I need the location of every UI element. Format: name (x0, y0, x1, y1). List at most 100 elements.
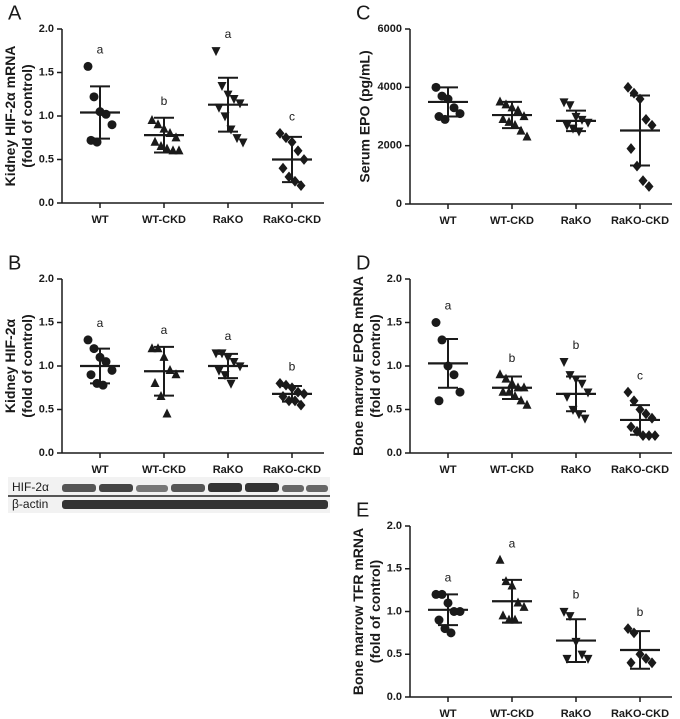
y-axis-label: Bone marrow TFR mRNA (350, 528, 366, 695)
blot-label: HIF-2α (12, 480, 49, 494)
x-tick-label: WT (91, 464, 108, 476)
y-tick-label: 1.0 (387, 605, 402, 617)
data-point (226, 379, 236, 389)
x-tick-label: WT-CKD (490, 708, 534, 719)
panel-label: B (8, 252, 21, 274)
significance-letter: a (225, 27, 232, 41)
y-tick-label: 1.5 (387, 563, 402, 575)
data-point (629, 395, 639, 407)
blot-band (62, 500, 328, 509)
significance-letter: a (97, 43, 104, 57)
data-point (214, 103, 224, 113)
y-tick-label: 1.0 (387, 360, 402, 372)
y-tick-label: 0.0 (387, 691, 402, 703)
y-tick-label: 0.0 (39, 447, 54, 459)
data-point (632, 425, 642, 437)
data-point (153, 119, 163, 129)
data-point (577, 650, 587, 660)
data-point (174, 145, 184, 155)
data-point (498, 386, 508, 396)
data-point (229, 358, 239, 368)
data-point (455, 607, 465, 616)
y-axis-label: (fold of control) (19, 314, 35, 417)
data-point (623, 81, 633, 93)
data-point (171, 132, 181, 142)
data-point (559, 607, 569, 617)
data-point (101, 109, 111, 119)
data-point (101, 357, 111, 367)
data-point (162, 408, 172, 418)
data-point (211, 349, 221, 359)
data-point (577, 379, 587, 389)
data-point (513, 105, 523, 115)
data-point (562, 121, 572, 131)
x-tick-label: WT (439, 215, 456, 227)
x-tick-label: RaKO-CKD (611, 708, 669, 719)
y-tick-label: 1.0 (39, 110, 54, 122)
x-tick-label: RaKO (561, 215, 592, 227)
data-point (229, 95, 239, 104)
data-point (238, 138, 248, 148)
y-tick-label: 2000 (378, 140, 402, 152)
data-point (647, 119, 657, 131)
y-axis-label: (fold of control) (367, 314, 383, 417)
y-axis-label: (fold of control) (19, 64, 35, 167)
y-tick-label: 2.0 (387, 273, 402, 285)
data-point (574, 410, 584, 420)
blot-band (136, 485, 168, 492)
data-point (565, 612, 575, 622)
data-point (501, 99, 511, 109)
x-tick-label: RaKO-CKD (263, 214, 321, 226)
significance-letter: c (637, 368, 643, 382)
data-point (522, 131, 532, 141)
significance-letter: a (161, 323, 168, 337)
blot-band (99, 484, 133, 492)
x-tick-label: WT (91, 214, 108, 226)
data-point (449, 370, 459, 380)
blot-band (282, 485, 304, 492)
significance-letter: b (637, 605, 644, 619)
y-tick-label: 0.5 (387, 648, 402, 660)
y-axis-label: Kidney HIF-2α mRNA (2, 46, 18, 187)
y-tick-label: 2.0 (39, 23, 54, 35)
y-axis-label: Serum EPO (pg/mL) (357, 50, 373, 182)
data-point (89, 92, 99, 102)
y-tick-label: 2.0 (39, 273, 54, 285)
data-point (626, 421, 636, 433)
data-point (296, 180, 306, 191)
significance-letter: b (289, 360, 296, 374)
significance-letter: b (573, 338, 580, 352)
data-point (638, 175, 648, 187)
blot-label: β-actin (12, 497, 48, 511)
data-point (214, 366, 224, 376)
data-point (446, 628, 456, 638)
panel-label: A (8, 2, 22, 24)
panel-label: E (356, 499, 369, 521)
data-point (641, 408, 651, 420)
y-tick-label: 4000 (378, 81, 402, 93)
significance-letter: b (573, 588, 580, 602)
y-axis-label: (fold of control) (367, 560, 383, 663)
data-point (650, 430, 660, 441)
data-point (455, 387, 465, 397)
y-tick-label: 1.5 (39, 316, 54, 328)
x-tick-label: RaKO-CKD (611, 215, 669, 227)
data-point (434, 615, 444, 625)
significance-letter: a (445, 299, 452, 313)
data-point (431, 82, 441, 92)
significance-letter: a (97, 316, 104, 330)
y-tick-label: 1.5 (39, 66, 54, 78)
data-point (83, 335, 93, 345)
data-point (501, 373, 511, 383)
data-point (641, 653, 651, 664)
western-blot: HIF-2α β-actin (8, 477, 330, 513)
data-point (580, 414, 590, 424)
data-point (83, 61, 93, 71)
data-point (92, 137, 102, 147)
x-tick-label: RaKO (561, 464, 592, 476)
data-point (107, 120, 117, 130)
data-point (434, 396, 444, 406)
data-point (278, 162, 288, 174)
data-point (562, 654, 572, 664)
